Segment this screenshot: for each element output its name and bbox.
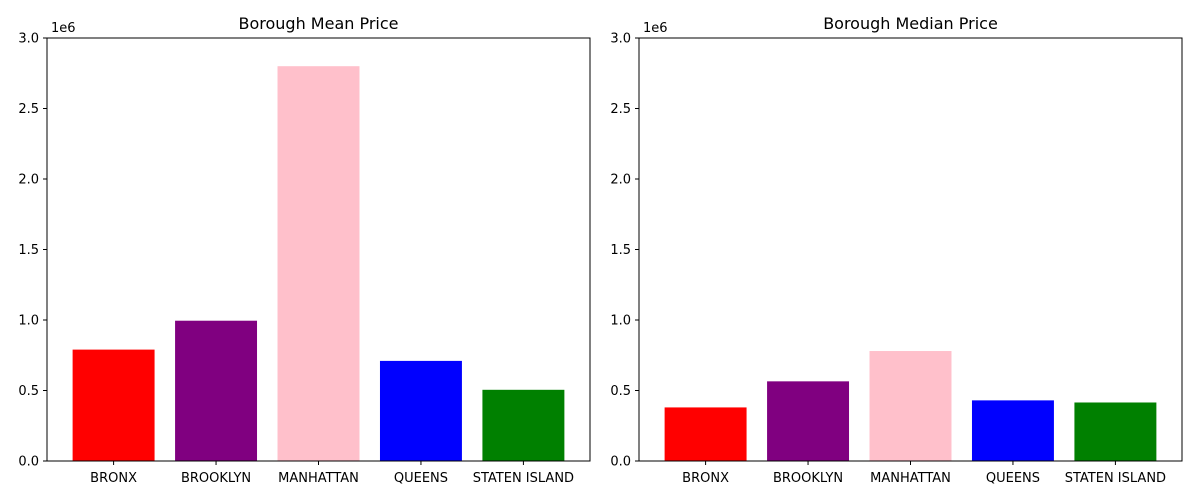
x-axis: BRONX BROOKLYN MANHATTAN QUEENS STATEN ISLAN…	[682, 461, 1166, 486]
y-tick-label: 0.0	[18, 455, 39, 470]
chart-title: Borough Median Price	[823, 14, 998, 33]
y-axis: 0.0 0.5 1.0 1.5 2.0 2.5 3.0	[610, 32, 639, 470]
median-price-chart: Borough Median Price 1e6 0.0 0.5 1.0 1.5 2.0…	[610, 14, 1183, 486]
y-tick-label: 2.0	[18, 173, 39, 188]
y-tick-label: 2.5	[610, 102, 631, 117]
y-tick-label: 2.5	[18, 102, 39, 117]
bar-queens	[379, 360, 462, 461]
bar-queens	[971, 400, 1054, 461]
bars	[664, 351, 1157, 461]
bar-manhattan	[869, 351, 952, 461]
y-tick-label: 2.0	[610, 173, 631, 188]
x-tick-label: STATEN ISLAND	[473, 471, 574, 486]
y-tick-label: 3.0	[610, 32, 631, 47]
x-tick-label: BRONX	[682, 471, 729, 486]
x-tick-label: BROOKLYN	[181, 471, 251, 486]
y-axis-scale-label: 1e6	[51, 21, 76, 36]
bar-staten-island	[1074, 402, 1157, 461]
x-tick-label: BRONX	[90, 471, 137, 486]
bar-bronx	[664, 407, 747, 461]
bar-brooklyn	[767, 381, 850, 461]
y-tick-label: 0.5	[610, 384, 631, 399]
bar-manhattan	[277, 66, 360, 461]
bar-staten-island	[482, 389, 565, 461]
y-axis-scale-label: 1e6	[643, 21, 668, 36]
bars	[72, 66, 565, 461]
x-tick-label: STATEN ISLAND	[1065, 471, 1166, 486]
y-tick-label: 1.5	[610, 243, 631, 258]
x-tick-label: QUEENS	[394, 471, 448, 486]
y-tick-label: 1.0	[610, 314, 631, 329]
x-tick-label: MANHATTAN	[870, 471, 951, 486]
y-tick-label: 3.0	[18, 32, 39, 47]
x-axis: BRONX BROOKLYN MANHATTAN QUEENS STATEN ISLAN…	[90, 461, 574, 486]
y-axis: 0.0 0.5 1.0 1.5 2.0 2.5 3.0	[18, 32, 47, 470]
bar-bronx	[72, 349, 155, 461]
y-tick-label: 1.5	[18, 243, 39, 258]
y-tick-label: 1.0	[18, 314, 39, 329]
x-tick-label: MANHATTAN	[278, 471, 359, 486]
y-tick-label: 0.0	[610, 455, 631, 470]
y-tick-label: 0.5	[18, 384, 39, 399]
x-tick-label: QUEENS	[986, 471, 1040, 486]
x-tick-label: BROOKLYN	[773, 471, 843, 486]
mean-price-chart: Borough Mean Price 1e6 0.0 0.5 1.0 1.5 2.0 2.…	[18, 14, 591, 486]
chart-title: Borough Mean Price	[238, 14, 398, 33]
bar-brooklyn	[175, 320, 258, 461]
